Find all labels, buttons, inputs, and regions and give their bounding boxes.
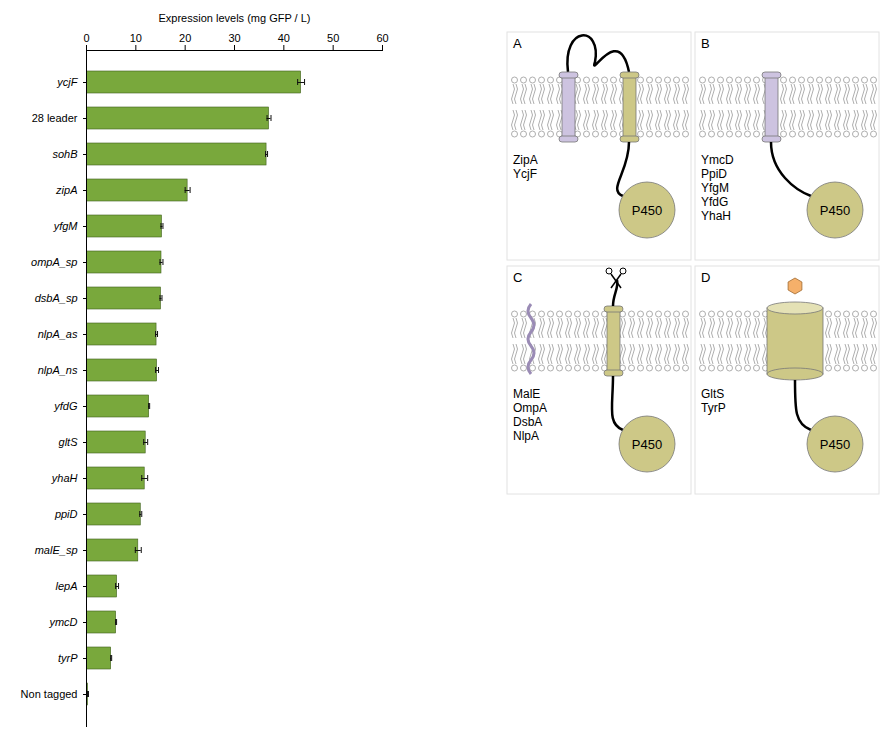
svg-text:YcjF: YcjF bbox=[513, 167, 537, 181]
svg-text:MalE: MalE bbox=[513, 387, 540, 401]
svg-text:P450: P450 bbox=[820, 203, 850, 218]
svg-text:nlpA_ns: nlpA_ns bbox=[38, 364, 78, 376]
svg-text:C: C bbox=[513, 270, 522, 285]
svg-text:yfdG: yfdG bbox=[53, 400, 78, 412]
svg-text:0: 0 bbox=[83, 32, 89, 44]
svg-text:YhaH: YhaH bbox=[701, 209, 731, 223]
svg-text:yfgM: yfgM bbox=[53, 220, 79, 232]
svg-text:ycjF: ycjF bbox=[56, 76, 78, 88]
svg-text:P450: P450 bbox=[820, 437, 850, 452]
svg-text:ompA_sp: ompA_sp bbox=[31, 256, 77, 268]
svg-text:dsbA_sp: dsbA_sp bbox=[35, 292, 78, 304]
svg-text:DsbA: DsbA bbox=[513, 415, 542, 429]
svg-text:malE_sp: malE_sp bbox=[35, 544, 78, 556]
svg-text:zipA: zipA bbox=[55, 184, 77, 196]
svg-text:NlpA: NlpA bbox=[513, 429, 539, 443]
svg-text:40: 40 bbox=[278, 32, 290, 44]
svg-text:OmpA: OmpA bbox=[513, 401, 547, 415]
svg-text:GltS: GltS bbox=[701, 387, 724, 401]
svg-text:lepA: lepA bbox=[55, 580, 77, 592]
svg-text:tyrP: tyrP bbox=[58, 652, 78, 664]
svg-text:nlpA_as: nlpA_as bbox=[38, 328, 78, 340]
svg-text:YfgM: YfgM bbox=[701, 181, 729, 195]
svg-text:yhaH: yhaH bbox=[51, 472, 78, 484]
svg-text:28 leader: 28 leader bbox=[32, 112, 78, 124]
svg-text:Non tagged: Non tagged bbox=[21, 688, 78, 700]
svg-text:50: 50 bbox=[327, 32, 339, 44]
svg-text:YfdG: YfdG bbox=[701, 195, 728, 209]
svg-text:PpiD: PpiD bbox=[701, 167, 727, 181]
svg-text:ZipA: ZipA bbox=[513, 153, 538, 167]
svg-text:P450: P450 bbox=[632, 203, 662, 218]
svg-text:D: D bbox=[701, 270, 710, 285]
svg-text:gltS: gltS bbox=[59, 436, 79, 448]
svg-text:TyrP: TyrP bbox=[701, 401, 726, 415]
svg-text:ppiD: ppiD bbox=[54, 508, 78, 520]
svg-text:ymcD: ymcD bbox=[48, 616, 77, 628]
svg-text:A: A bbox=[513, 36, 522, 51]
svg-text:Expression levels (mg GFP / L): Expression levels (mg GFP / L) bbox=[158, 12, 310, 24]
svg-text:30: 30 bbox=[228, 32, 240, 44]
svg-text:60: 60 bbox=[376, 32, 388, 44]
svg-text:P450: P450 bbox=[632, 437, 662, 452]
svg-text:20: 20 bbox=[179, 32, 191, 44]
svg-text:YmcD: YmcD bbox=[701, 153, 734, 167]
svg-text:10: 10 bbox=[130, 32, 142, 44]
svg-text:B: B bbox=[701, 36, 710, 51]
svg-text:sohB: sohB bbox=[52, 148, 77, 160]
